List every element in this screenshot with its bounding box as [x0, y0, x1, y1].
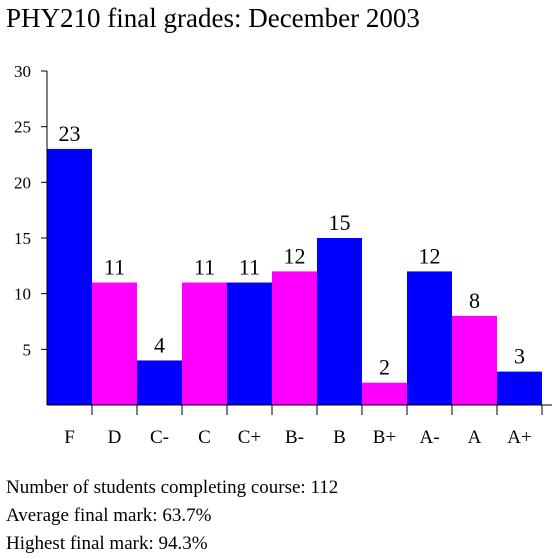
- x-axis: F D C- C C+ B- B B+ A- A A+: [47, 404, 552, 448]
- bar-D: [92, 282, 137, 405]
- x-tick-label-C: C: [198, 427, 211, 448]
- y-axis: 5 10 15 20 25 30: [14, 62, 48, 405]
- data-label-C+: 11: [239, 255, 260, 280]
- y-tick-label-10: 10: [14, 285, 31, 304]
- bar-C-: [137, 360, 182, 405]
- chart-title: PHY210 final grades: December 2003: [6, 3, 420, 33]
- bar-B+: [362, 382, 407, 405]
- x-tick-label-A-: A-: [419, 427, 439, 448]
- x-tick-label-A+: A+: [507, 427, 531, 448]
- bar-A+: [497, 371, 542, 405]
- data-label-F: 23: [59, 121, 81, 146]
- bar-A-: [407, 271, 452, 405]
- data-label-B-: 12: [284, 243, 306, 268]
- highest-mark-text: Highest final mark: 94.3%: [6, 533, 208, 554]
- data-label-A-: 12: [419, 243, 441, 268]
- data-labels-group: 23 11 4 11 11 12 15 2 12 8 3: [59, 121, 526, 380]
- y-tick-label-5: 5: [23, 340, 32, 359]
- y-tick-label-25: 25: [14, 118, 31, 137]
- x-tick-label-B+: B+: [373, 427, 396, 448]
- data-label-B: 15: [329, 210, 351, 235]
- bar-B-: [272, 271, 317, 405]
- y-tick-label-30: 30: [14, 62, 31, 81]
- bar-B: [317, 238, 362, 405]
- average-mark-text: Average final mark: 63.7%: [6, 505, 212, 526]
- x-tick-label-C+: C+: [238, 427, 261, 448]
- x-tick-label-B: B: [333, 427, 346, 448]
- data-label-A+: 3: [514, 344, 525, 369]
- data-label-C: 11: [194, 255, 215, 280]
- x-tick-label-A: A: [468, 427, 482, 448]
- bar-C: [182, 282, 227, 405]
- data-label-C-: 4: [154, 332, 165, 357]
- bar-chart: 23 11 4 11 11 12 15 2 12 8 3 5 10 15 20 25 30 F D C- C C+ B-…: [14, 62, 552, 448]
- data-label-B+: 2: [379, 355, 390, 380]
- y-tick-label-15: 15: [14, 229, 31, 248]
- x-tick-label-B-: B-: [285, 427, 304, 448]
- data-label-D: 11: [104, 255, 125, 280]
- bars-group: [47, 148, 542, 405]
- students-count-text: Number of students completing course: 11…: [6, 477, 339, 498]
- bar-F: [47, 148, 92, 405]
- x-tick-label-D: D: [108, 427, 122, 448]
- x-tick-label-C-: C-: [150, 427, 169, 448]
- bar-C+: [227, 282, 272, 405]
- x-tick-label-F: F: [64, 427, 75, 448]
- data-label-A: 8: [469, 288, 480, 313]
- y-tick-label-20: 20: [14, 173, 31, 192]
- bar-A: [452, 315, 497, 405]
